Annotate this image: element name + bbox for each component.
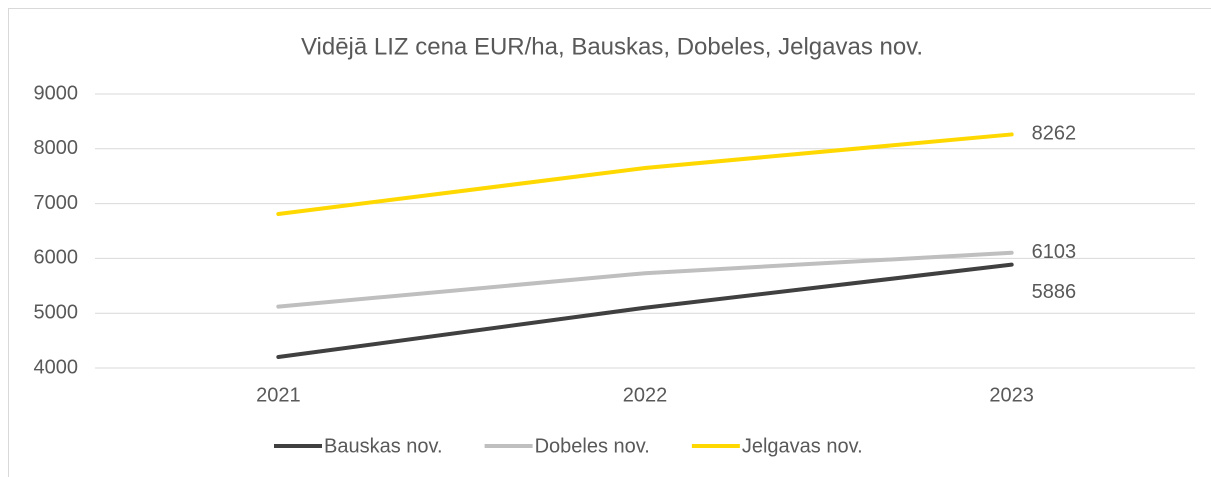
series-line (276, 262, 1014, 360)
x-tick-label: 2021 (256, 384, 301, 406)
x-tick-label: 2022 (623, 384, 668, 406)
legend-label: Jelgavas nov. (742, 435, 863, 457)
series-line (276, 250, 1014, 309)
legend-label: Dobeles nov. (535, 435, 650, 457)
chart-title: Vidējā LIZ cena EUR/ha, Bauskas, Dobeles… (301, 33, 923, 60)
data-label: 8262 (1032, 123, 1077, 145)
y-tick-label: 9000 (34, 82, 79, 104)
y-tick-label: 7000 (34, 192, 79, 214)
y-tick-label: 5000 (34, 301, 79, 323)
data-label: 6103 (1032, 241, 1077, 263)
y-tick-label: 8000 (34, 137, 79, 159)
y-tick-label: 4000 (34, 356, 79, 378)
chart-border (8, 8, 1211, 477)
data-label: 5886 (1032, 281, 1077, 303)
x-tick-label: 2023 (989, 384, 1034, 406)
y-tick-label: 6000 (34, 247, 79, 269)
series-line (276, 132, 1014, 217)
legend-label: Bauskas nov. (324, 435, 443, 457)
